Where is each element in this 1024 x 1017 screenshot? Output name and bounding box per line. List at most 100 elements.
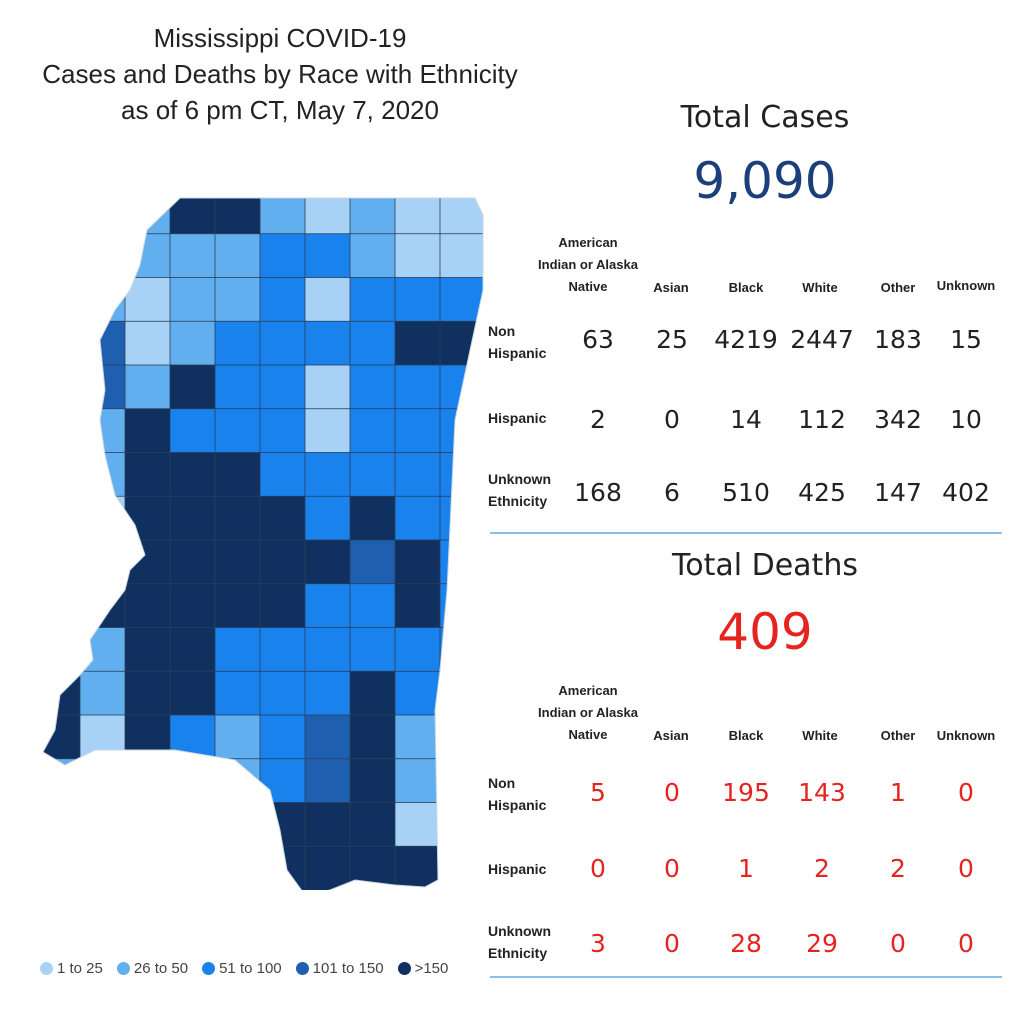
legend-label: 1 to 25	[57, 960, 103, 977]
header-other: Other	[880, 280, 916, 295]
county-region	[214, 802, 261, 848]
county-region	[79, 714, 126, 760]
county-region	[259, 802, 306, 848]
county-region	[259, 845, 306, 890]
cases-nonhisp-asian: 25	[656, 325, 688, 354]
county-region	[43, 320, 81, 366]
legend-item-1-25: 1 to 25	[40, 960, 103, 977]
deaths-nonhisp-asian: 0	[664, 778, 680, 807]
county-region	[43, 627, 81, 673]
county-region	[124, 320, 171, 366]
total-cases-label: Total Cases	[680, 100, 850, 135]
county-region	[124, 408, 171, 454]
county-region	[439, 495, 483, 541]
county-region	[304, 714, 351, 760]
cases-nonhisp-other: 183	[874, 325, 922, 354]
cases-unketh-white: 425	[798, 478, 846, 507]
county-region	[349, 627, 396, 673]
deaths-unketh-other: 0	[890, 929, 906, 958]
legend-swatch	[40, 962, 53, 975]
county-region	[169, 277, 216, 323]
county-region	[43, 845, 81, 890]
cases-table: American Indian or Alaska Native Asian B…	[488, 230, 1008, 520]
county-region	[259, 583, 306, 629]
county-region	[214, 408, 261, 454]
county-region	[394, 845, 441, 890]
county-region	[43, 539, 81, 585]
row-label-non-hispanic: Non Hispanic	[488, 775, 547, 813]
county-region	[124, 627, 171, 673]
county-region	[169, 495, 216, 541]
county-region	[169, 198, 216, 235]
deaths-hisp-unknown: 0	[958, 854, 974, 883]
cases-hisp-unknown: 10	[950, 405, 982, 434]
cases-nonhisp-white: 2447	[790, 325, 854, 354]
county-region	[394, 408, 441, 454]
deaths-nonhisp-black: 195	[722, 778, 770, 807]
county-region	[259, 670, 306, 716]
header-white: White	[802, 728, 838, 743]
county-region	[394, 539, 441, 585]
total-cases-number: 9,090	[693, 152, 837, 210]
county-region	[214, 670, 261, 716]
county-region	[79, 320, 126, 366]
county-region	[349, 452, 396, 498]
county-region	[394, 198, 441, 235]
bottom-divider	[490, 976, 1002, 978]
county-region	[394, 277, 441, 323]
county-region	[349, 408, 396, 454]
county-region	[259, 758, 306, 804]
county-region	[124, 233, 171, 279]
county-region	[439, 802, 483, 848]
county-region	[43, 277, 81, 323]
deaths-hisp-black: 1	[738, 854, 754, 883]
row-label-unknown-ethnicity: Unknown Ethnicity	[488, 923, 551, 961]
county-region	[169, 320, 216, 366]
county-region	[79, 408, 126, 454]
county-region	[214, 845, 261, 890]
legend-item-over-150: >150	[397, 960, 448, 977]
header-black: Black	[728, 728, 764, 743]
header-black: Black	[728, 280, 764, 295]
deaths-nonhisp-aian: 5	[590, 778, 606, 807]
section-divider	[490, 532, 1002, 534]
county-region	[79, 539, 126, 585]
county-region	[214, 277, 261, 323]
county-region	[304, 802, 351, 848]
county-region	[259, 539, 306, 585]
cases-nonhisp-unknown: 15	[950, 325, 982, 354]
county-region	[169, 627, 216, 673]
county-region	[439, 539, 483, 585]
county-region	[259, 714, 306, 760]
county-region	[304, 670, 351, 716]
county-region	[214, 583, 261, 629]
county-region	[259, 495, 306, 541]
county-region	[124, 452, 171, 498]
county-region	[259, 627, 306, 673]
county-region	[169, 758, 216, 804]
county-region	[304, 233, 351, 279]
county-region	[169, 583, 216, 629]
county-region	[394, 583, 441, 629]
county-region	[169, 364, 216, 410]
county-region	[214, 452, 261, 498]
county-region	[349, 583, 396, 629]
county-region	[79, 495, 126, 541]
county-region	[124, 495, 171, 541]
county-region	[79, 627, 126, 673]
county-region	[349, 364, 396, 410]
county-region	[304, 627, 351, 673]
county-region	[259, 408, 306, 454]
county-region	[349, 758, 396, 804]
cases-nonhisp-black: 4219	[714, 325, 778, 354]
legend-swatch	[202, 962, 216, 975]
header-asian: Asian	[653, 280, 689, 295]
county-region	[259, 320, 306, 366]
county-region	[43, 452, 81, 498]
county-region	[124, 670, 171, 716]
deaths-unketh-asian: 0	[664, 929, 680, 958]
title-line-2: Cases and Deaths by Race with Ethnicity	[42, 59, 518, 89]
cases-hisp-black: 14	[730, 405, 762, 434]
header-american-indian: American Indian or Alaska Native	[538, 683, 638, 742]
county-region	[439, 320, 483, 366]
